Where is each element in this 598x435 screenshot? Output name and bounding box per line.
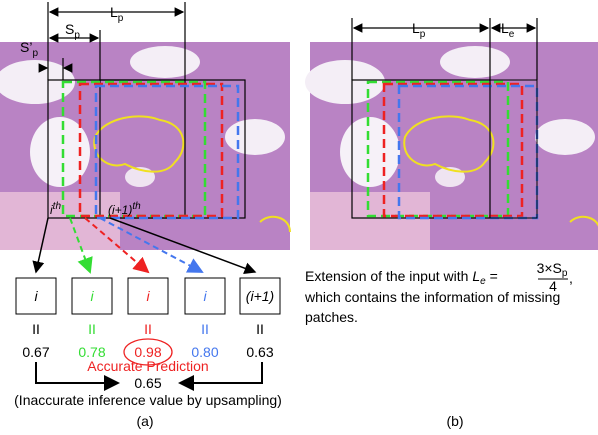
panel-a: Lp Sp S’p ith (i+1)th iII0.67iII0.78iII0… bbox=[0, 2, 290, 429]
le-label: Le bbox=[501, 20, 515, 40]
panel-b: Lp Le Extension of the input with Le = 3… bbox=[304, 18, 598, 429]
lp-label: Lp bbox=[412, 20, 426, 40]
average: 0.65 bbox=[134, 375, 161, 391]
caption: (b) bbox=[446, 413, 463, 429]
figure: Lp Sp S’p ith (i+1)th iII0.67iII0.78iII0… bbox=[0, 0, 598, 435]
numerator: 3×Sp bbox=[537, 260, 568, 279]
equals: II bbox=[32, 321, 40, 337]
equals: II bbox=[256, 321, 264, 337]
caption: (a) bbox=[136, 413, 153, 429]
box-label: (i+1) bbox=[246, 288, 274, 304]
highlight-label: Accurate Prediction bbox=[87, 358, 208, 374]
caption-line: Extension of the input with Le = bbox=[305, 268, 498, 287]
caption-line: patches. bbox=[305, 309, 358, 325]
note: (Inaccurate inference value by upsamplin… bbox=[14, 392, 282, 408]
equals: II bbox=[144, 321, 152, 337]
value: 0.67 bbox=[22, 344, 49, 360]
comma: , bbox=[569, 270, 573, 286]
lp-label: Lp bbox=[110, 4, 124, 24]
equals: II bbox=[201, 321, 209, 337]
caption-line: which contains the information of missin… bbox=[304, 289, 560, 305]
equals: II bbox=[88, 321, 96, 337]
value: 0.63 bbox=[246, 344, 273, 360]
